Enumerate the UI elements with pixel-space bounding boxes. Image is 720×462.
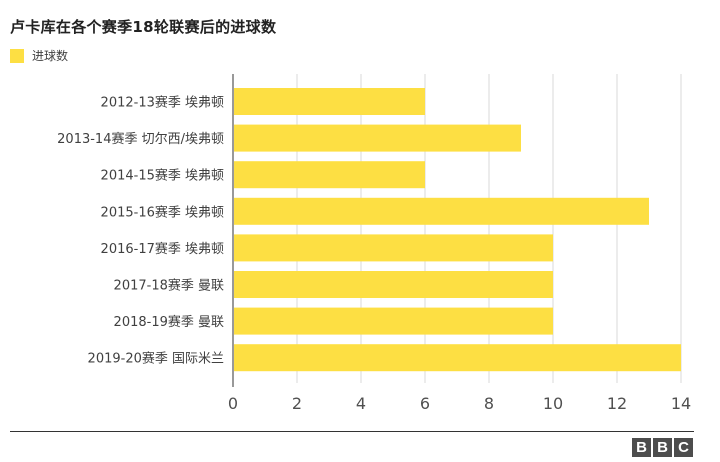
- bar-chart: 2012-13赛季 埃弗顿 2013-14赛季 切尔西/埃弗顿 2014-15赛季 …: [57, 74, 691, 413]
- bar: [234, 307, 553, 335]
- category-labels: 2012-13赛季 埃弗顿 2013-14赛季 切尔西/埃弗顿 2014-15赛季 …: [57, 95, 224, 367]
- x-tick-labels: 0 2 4 6 8 10 12 14: [228, 394, 691, 413]
- bbc-logo: B B C: [632, 438, 695, 457]
- bar: [234, 197, 649, 225]
- bar: [234, 271, 553, 298]
- bbc-logo-letter: B: [632, 438, 651, 457]
- category-label: 2017-18赛季 曼联: [114, 278, 224, 294]
- bar: [234, 161, 425, 189]
- bar: [234, 124, 521, 152]
- x-tick-label: 6: [420, 394, 430, 413]
- x-tick-label: 12: [607, 394, 627, 413]
- category-label: 2013-14赛季 切尔西/埃弗顿: [57, 131, 224, 147]
- category-label: 2014-15赛季 埃弗顿: [101, 168, 224, 184]
- category-label: 2018-19赛季 曼联: [114, 314, 224, 330]
- category-label: 2015-16赛季 埃弗顿: [101, 204, 224, 220]
- bbc-logo-letter: B: [653, 438, 672, 457]
- chart-title: 卢卡库在各个赛季18轮联赛后的进球数: [10, 18, 277, 36]
- legend: 进球数: [10, 47, 68, 64]
- bar: [234, 88, 425, 115]
- category-label: 2016-17赛季 埃弗顿: [101, 241, 224, 257]
- x-tick-label: 8: [484, 394, 494, 413]
- bar: [234, 234, 553, 262]
- gridlines: [232, 74, 682, 387]
- x-tick-label: 4: [356, 394, 366, 413]
- bbc-logo-letter: C: [674, 438, 693, 457]
- bars: [234, 88, 681, 372]
- x-tick-label: 0: [228, 394, 238, 413]
- category-label: 2019-20赛季 国际米兰: [88, 351, 224, 367]
- category-label: 2012-13赛季 埃弗顿: [101, 95, 224, 111]
- legend-label: 进球数: [32, 49, 69, 63]
- bar: [234, 344, 681, 372]
- footer-divider: [10, 431, 694, 432]
- x-tick-label: 10: [543, 394, 563, 413]
- legend-swatch: [10, 48, 24, 63]
- x-tick-label: 14: [671, 394, 691, 413]
- x-tick-label: 2: [292, 394, 302, 413]
